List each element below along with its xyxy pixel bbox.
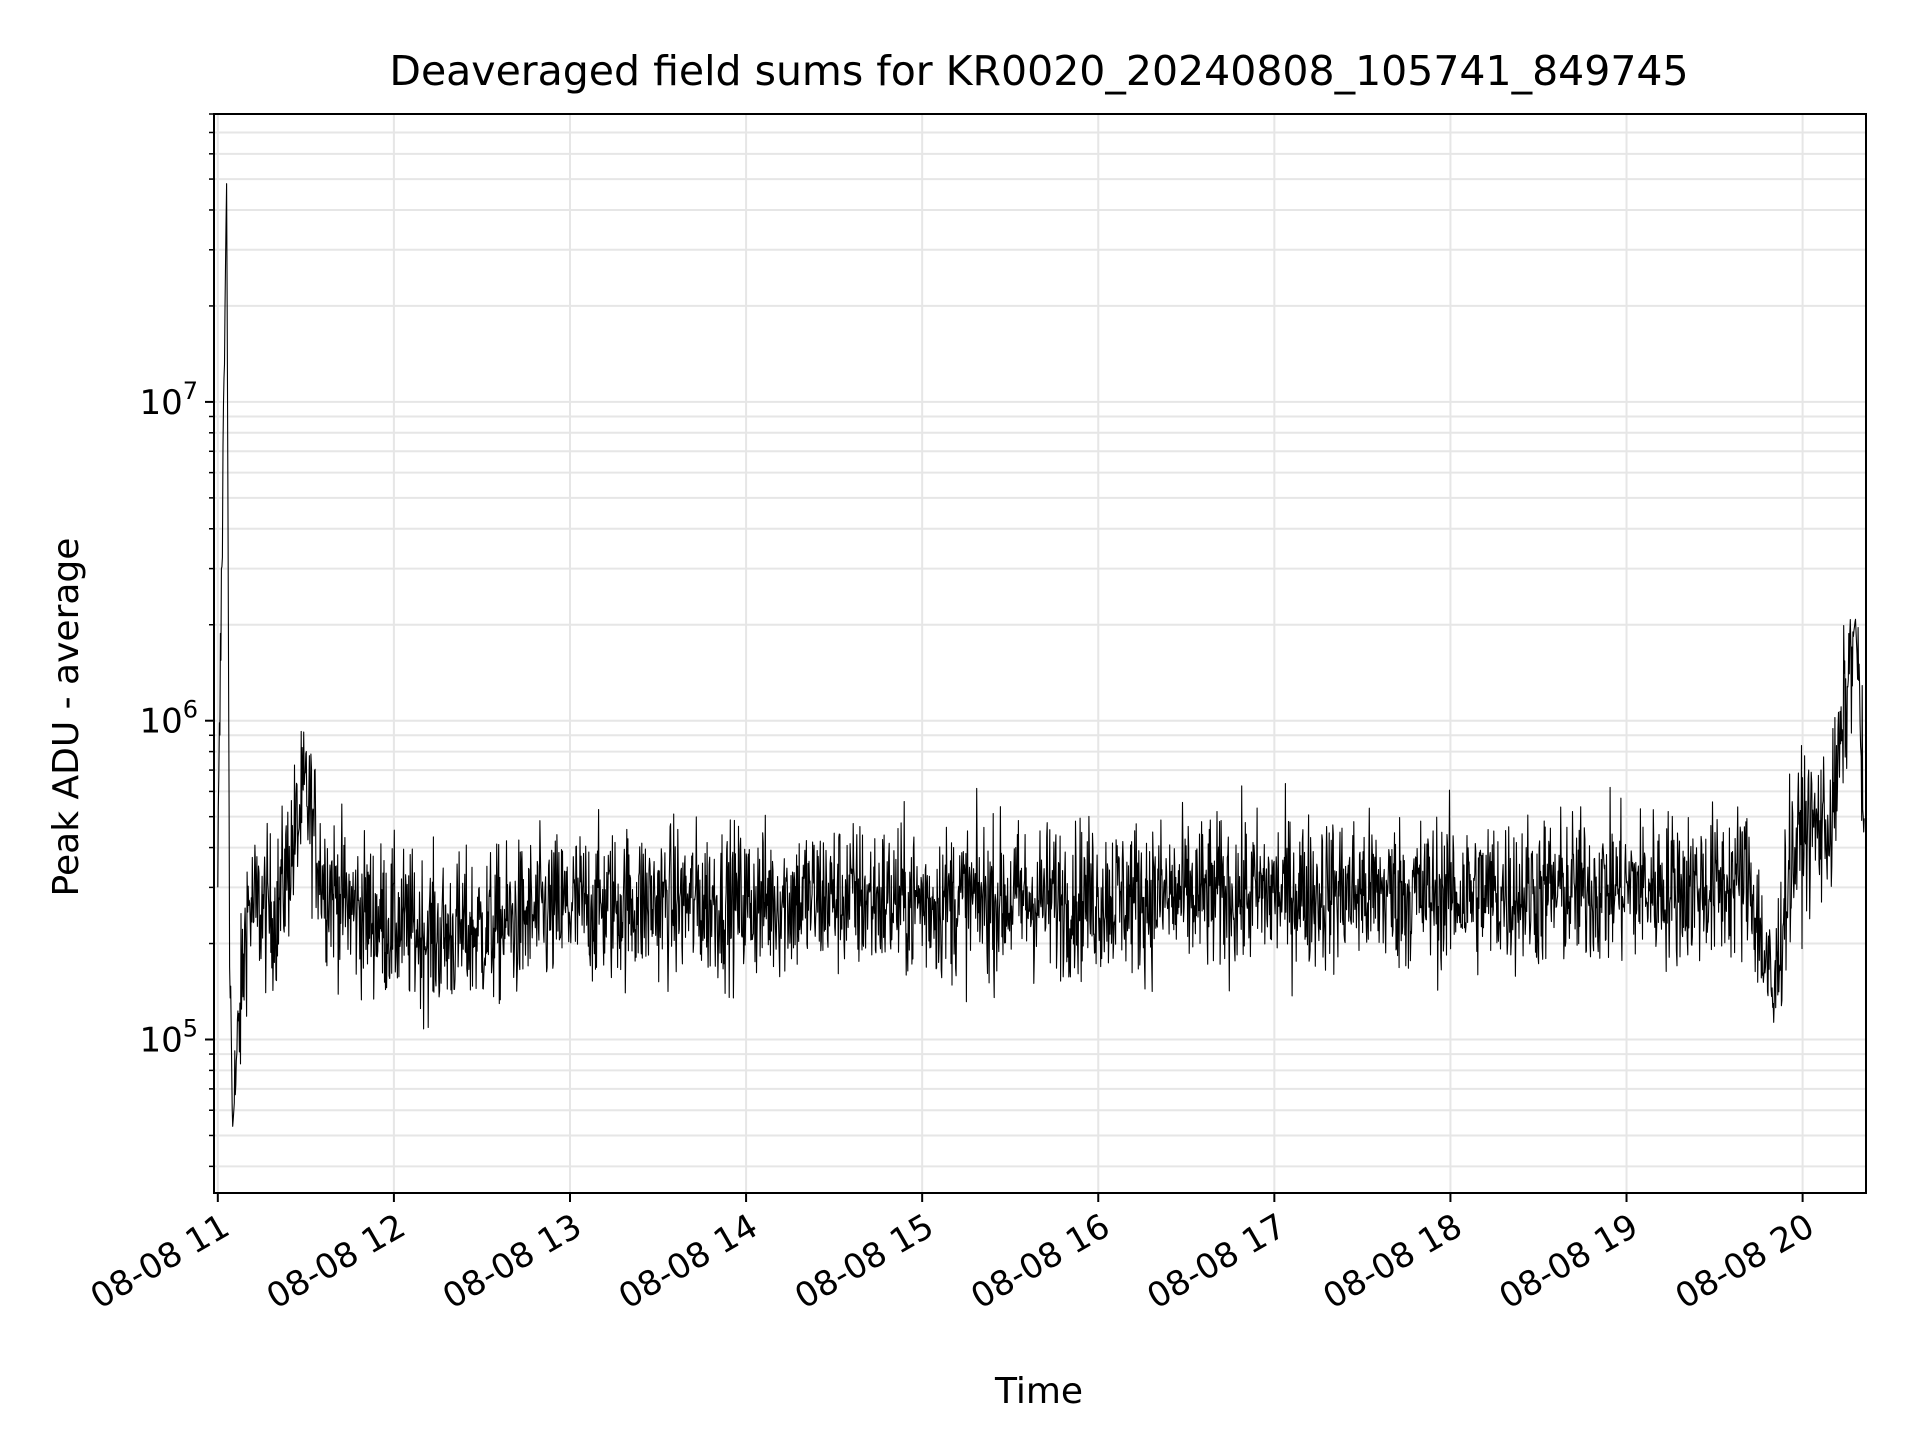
- series-line: [217, 183, 1865, 1127]
- y-tick-label: 106: [139, 696, 198, 742]
- y-axis-label: Peak ADU - average: [46, 538, 87, 897]
- grid: [214, 113, 1866, 1193]
- series-group: [217, 183, 1865, 1127]
- y-tick-label: 107: [139, 377, 198, 423]
- plot-frame: [213, 113, 1867, 1194]
- y-tick-label: 105: [139, 1015, 198, 1061]
- x-axis-label: Time: [994, 1371, 1083, 1412]
- chart-title: Deaveraged field sums for KR0020_2024080…: [389, 47, 1688, 95]
